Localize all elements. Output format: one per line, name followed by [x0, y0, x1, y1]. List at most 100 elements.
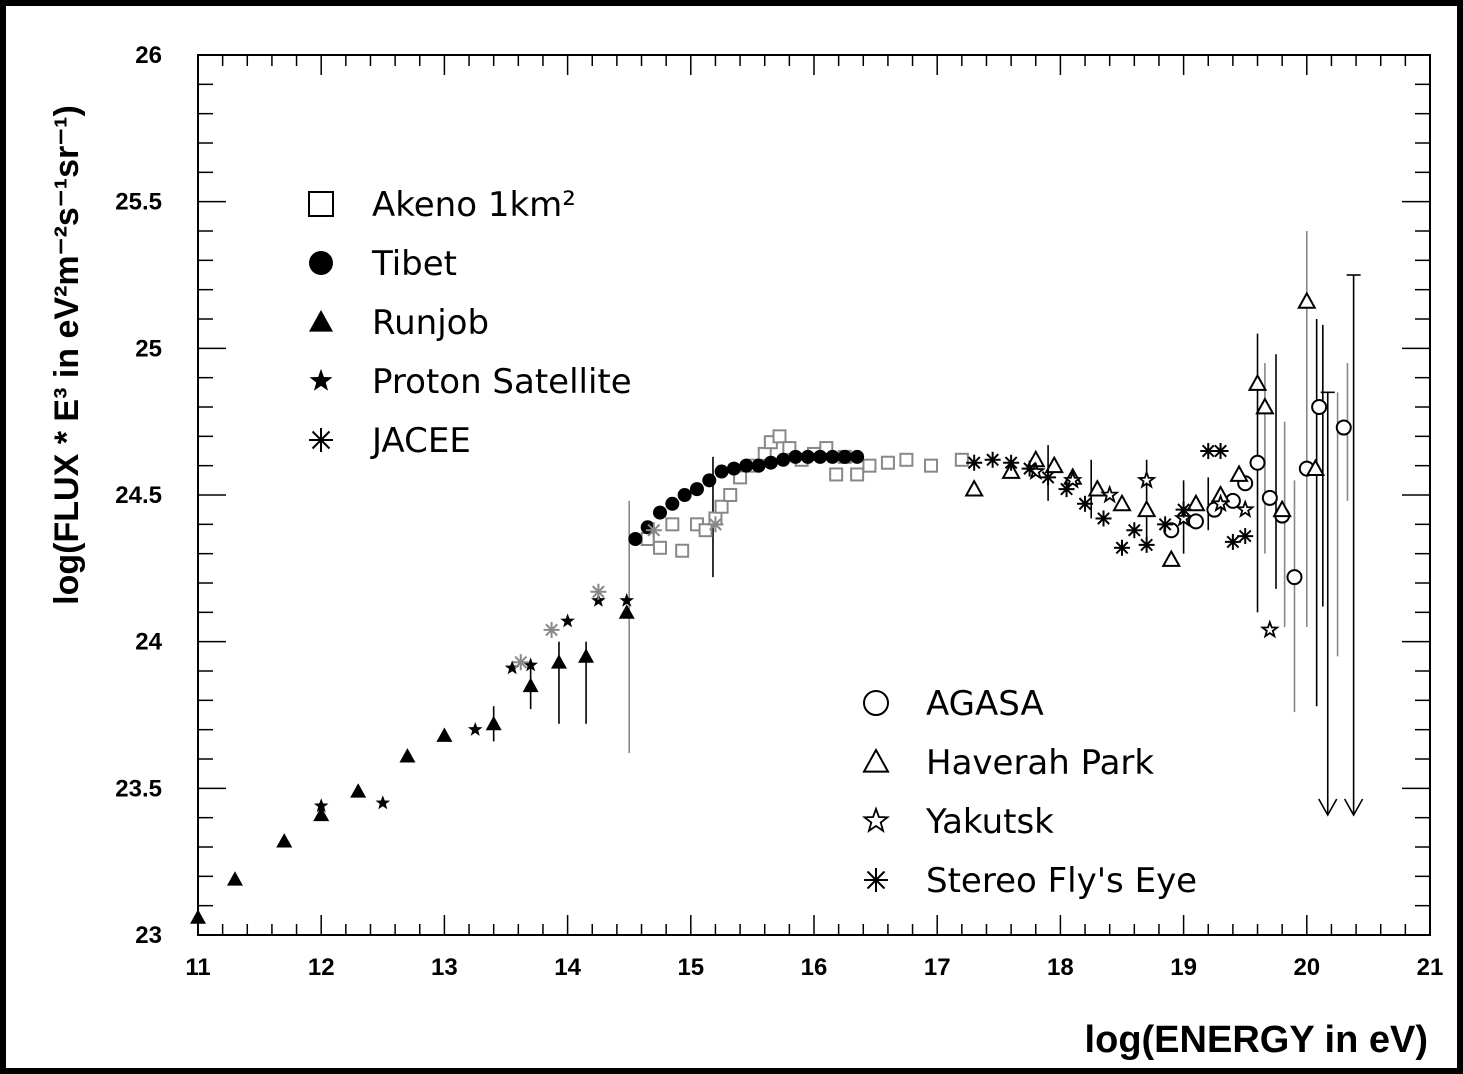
x-tick-label: 21	[1417, 954, 1444, 981]
data-point	[707, 516, 724, 533]
x-tick-label: 13	[431, 954, 458, 981]
x-tick-label: 17	[924, 954, 951, 981]
legend-lower-right: AGASA Haverah Park Yakutsk Stereo Fly's Eye	[861, 684, 1197, 901]
data-point	[1255, 396, 1275, 415]
legend-symbol	[309, 251, 333, 275]
data-point	[850, 449, 865, 464]
data-point	[1210, 493, 1231, 513]
legend-label: Proton Satellite	[372, 362, 632, 402]
y-tick-label: 25	[135, 335, 162, 362]
x-tick-label: 18	[1047, 954, 1074, 981]
data-point	[837, 449, 852, 464]
x-tick-label: 12	[308, 954, 335, 981]
data-point	[226, 871, 243, 886]
y-tick-label: 25.5	[115, 189, 162, 216]
data-point	[560, 613, 575, 628]
data-point	[1077, 495, 1094, 512]
data-point	[1311, 399, 1328, 415]
data-point	[1249, 454, 1266, 471]
y-tick-label: 24	[135, 629, 162, 656]
data-point	[645, 522, 662, 539]
data-point	[190, 909, 206, 924]
data-point	[543, 621, 560, 638]
data-point	[1247, 373, 1268, 391]
data-point	[1112, 493, 1132, 512]
data-point	[1126, 522, 1143, 539]
data-point	[825, 449, 840, 464]
data-point	[924, 458, 939, 473]
x-tick-label: 16	[801, 954, 828, 981]
data-point	[628, 532, 643, 546]
data-point	[726, 461, 741, 476]
data-points	[190, 291, 1352, 924]
data-point	[653, 540, 667, 555]
data-point	[714, 499, 729, 514]
data-point	[1305, 458, 1326, 476]
data-point	[984, 451, 1001, 468]
legend-label: Stereo Fly's Eye	[926, 861, 1197, 901]
legend-symbol	[863, 690, 889, 716]
data-point	[485, 715, 502, 731]
data-point	[1157, 516, 1174, 533]
upper-limit-arrow	[1343, 798, 1364, 817]
y-tick-label: 23	[135, 922, 162, 949]
data-point	[723, 488, 738, 502]
legend-symbol	[309, 428, 333, 452]
legend-symbol	[309, 368, 333, 391]
data-point	[399, 748, 416, 763]
data-point	[1044, 455, 1064, 474]
data-point	[1161, 549, 1181, 567]
data-point	[714, 464, 729, 479]
data-point	[1237, 528, 1254, 545]
data-point	[829, 467, 844, 482]
data-point	[1272, 499, 1292, 518]
axis-ticks	[197, 54, 1431, 936]
y-axis-title: log(FLUX * E³ in eV²m⁻²s⁻¹sr⁻¹)	[48, 105, 86, 605]
data-point	[313, 806, 330, 822]
data-point	[665, 517, 680, 532]
data-point	[375, 795, 391, 810]
data-point	[550, 654, 567, 669]
data-point	[850, 467, 865, 482]
data-point	[313, 798, 329, 813]
chart-background	[6, 6, 1457, 1068]
data-point	[504, 660, 520, 675]
y-tick-label: 26	[135, 42, 162, 69]
legend-symbol	[861, 806, 891, 833]
data-point	[1297, 291, 1317, 309]
data-point	[350, 783, 367, 798]
legend-symbol	[309, 310, 333, 332]
legend-label: Tibet	[371, 244, 457, 284]
data-point	[763, 455, 778, 470]
x-tick-labels: 11 12 13 14 15 16 17 18 19 20 21	[185, 954, 1443, 981]
data-point	[964, 479, 984, 497]
data-point	[523, 657, 538, 672]
data-point	[640, 532, 655, 546]
data-point	[590, 583, 607, 600]
data-point	[772, 429, 787, 444]
data-point	[880, 455, 895, 470]
x-tick-label: 19	[1170, 954, 1197, 981]
data-point	[954, 452, 969, 467]
data-point	[788, 449, 803, 464]
data-point	[677, 488, 692, 502]
upper-limit-arrow	[1318, 798, 1338, 817]
data-point	[698, 523, 713, 538]
data-point	[899, 452, 914, 467]
data-point	[1200, 443, 1217, 459]
data-point	[1136, 469, 1157, 489]
data-point	[675, 543, 690, 558]
y-tick-labels: 23 23.5 24 24.5 25 25.5 26	[115, 42, 162, 949]
y-tick-label: 24.5	[115, 482, 162, 509]
legend-label: JACEE	[370, 421, 471, 461]
data-point	[813, 449, 828, 464]
data-point	[618, 604, 635, 619]
data-point	[751, 458, 766, 473]
data-point	[800, 449, 815, 464]
data-point	[1212, 443, 1229, 459]
data-point	[1173, 508, 1194, 527]
data-point	[702, 473, 717, 488]
data-point	[1286, 569, 1303, 586]
